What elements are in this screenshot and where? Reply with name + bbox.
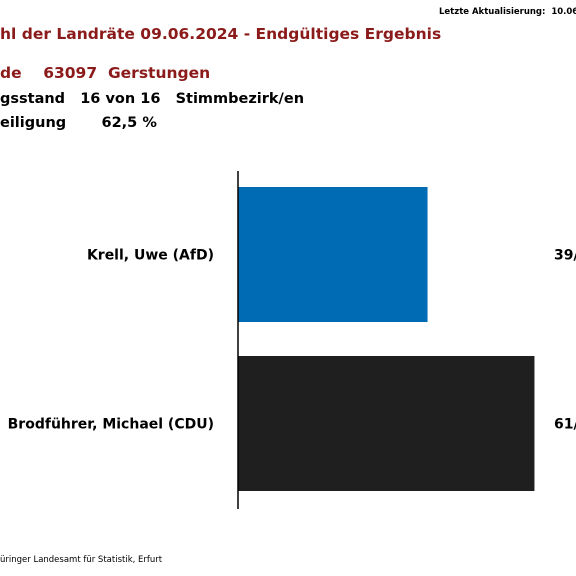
turnout: eiligung 62,5 % bbox=[0, 115, 157, 131]
turnout-label: eiligung bbox=[0, 115, 67, 131]
category-label-1: Brodführer, Michael (CDU) bbox=[8, 417, 214, 433]
count-status: gsstand 16 von 16 Stimmbezirk/en bbox=[0, 91, 304, 107]
last-update: Letzte Aktualisierung: 10.06 bbox=[439, 7, 576, 17]
bar-1 bbox=[238, 356, 535, 491]
municipality-code: 63097 bbox=[43, 64, 98, 82]
last-update-value: 10.06 bbox=[551, 7, 576, 17]
municipality-name: Gerstungen bbox=[107, 64, 211, 82]
value-label-1: 61/ bbox=[554, 417, 576, 433]
municipality-line: de 63097 Gerstungen bbox=[0, 64, 210, 82]
last-update-label: Letzte Aktualisierung: bbox=[439, 7, 546, 17]
municipality-prefix: de bbox=[0, 64, 22, 82]
source-note: üringer Landesamt für Statistik, Erfurt bbox=[0, 555, 163, 565]
turnout-value: 62,5 % bbox=[101, 115, 157, 131]
value-label-0: 39/ bbox=[554, 248, 576, 264]
count-unit: Stimmbezirk/en bbox=[175, 91, 305, 107]
page-title: hl der Landräte 09.06.2024 - Endgültiges… bbox=[0, 25, 442, 43]
bar-0 bbox=[238, 187, 428, 322]
count-value: 16 von 16 bbox=[80, 91, 161, 107]
count-label: gsstand bbox=[0, 91, 66, 107]
category-label-0: Krell, Uwe (AfD) bbox=[87, 248, 214, 264]
